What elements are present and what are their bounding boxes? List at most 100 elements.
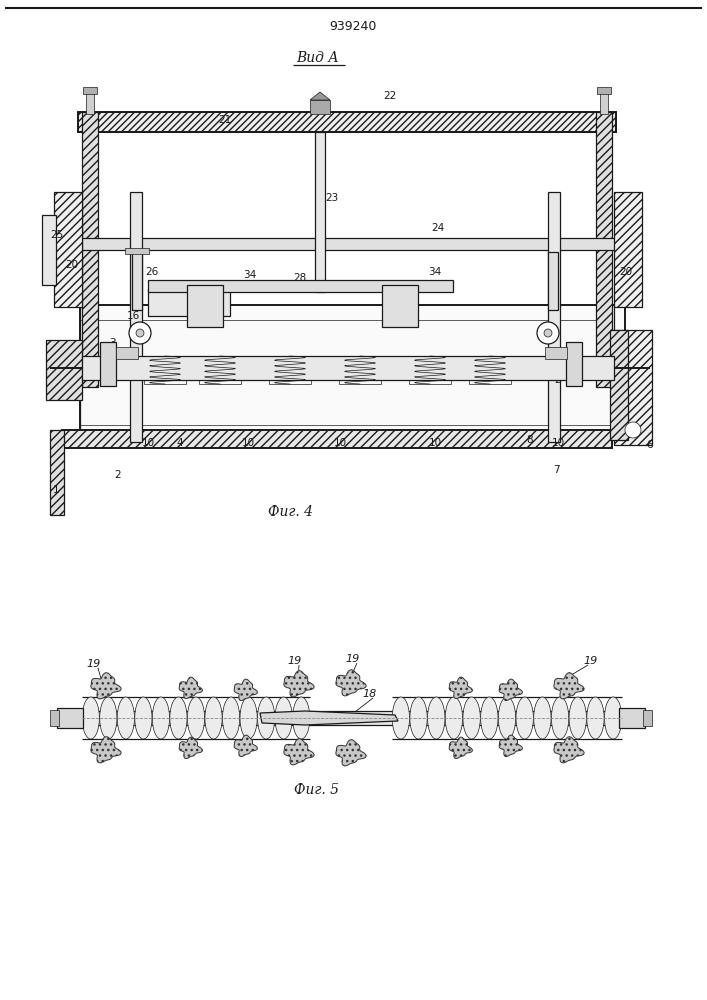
Ellipse shape [516, 697, 533, 739]
Bar [315, 132, 325, 292]
Bar [82, 356, 614, 380]
Bar [100, 342, 116, 386]
Bar [132, 252, 142, 310]
Text: 2: 2 [115, 470, 122, 480]
Ellipse shape [82, 697, 100, 739]
Text: 16: 16 [127, 311, 139, 321]
Bar [148, 288, 230, 316]
Text: Фиг. 5: Фиг. 5 [293, 783, 339, 797]
Ellipse shape [587, 697, 604, 739]
Ellipse shape [534, 697, 551, 739]
Bar [614, 192, 642, 307]
Bar [610, 330, 628, 440]
Ellipse shape [410, 697, 427, 739]
Text: 22: 22 [383, 91, 397, 101]
Text: 26: 26 [146, 267, 158, 277]
Polygon shape [449, 677, 472, 699]
Text: 10: 10 [428, 438, 442, 448]
Polygon shape [310, 92, 330, 100]
Ellipse shape [135, 697, 152, 739]
Bar [50, 710, 59, 726]
Text: 34: 34 [243, 270, 257, 280]
Text: 20: 20 [66, 260, 78, 270]
Bar [130, 192, 142, 442]
Circle shape [129, 322, 151, 344]
Text: 8: 8 [527, 435, 533, 445]
Bar [597, 87, 611, 94]
Ellipse shape [481, 697, 498, 739]
Polygon shape [449, 737, 472, 759]
Text: Вид А: Вид А [297, 51, 339, 65]
Text: 23: 23 [325, 193, 339, 203]
Bar [643, 710, 652, 726]
Polygon shape [234, 679, 257, 701]
Text: 19: 19 [346, 654, 360, 664]
Polygon shape [179, 737, 202, 759]
Ellipse shape [498, 697, 515, 739]
Bar [82, 711, 622, 725]
Polygon shape [499, 679, 522, 701]
Circle shape [537, 322, 559, 344]
Text: 18: 18 [363, 689, 377, 699]
Polygon shape [554, 737, 584, 763]
Bar [187, 285, 223, 327]
Ellipse shape [293, 697, 310, 739]
Ellipse shape [275, 697, 292, 739]
Ellipse shape [392, 697, 409, 739]
Polygon shape [91, 737, 121, 763]
Text: 10: 10 [241, 438, 255, 448]
Text: 20: 20 [619, 267, 633, 277]
Bar [382, 285, 418, 327]
Ellipse shape [100, 697, 117, 739]
Bar [83, 87, 97, 94]
Polygon shape [554, 673, 584, 699]
Ellipse shape [428, 697, 445, 739]
Polygon shape [336, 670, 366, 696]
Bar [548, 252, 558, 310]
Text: 21: 21 [218, 115, 232, 125]
Bar [596, 112, 612, 387]
Text: 2: 2 [555, 375, 561, 385]
Bar [62, 430, 612, 448]
Text: 4: 4 [177, 438, 183, 448]
Bar [80, 305, 625, 440]
Bar [614, 330, 652, 445]
Text: 10: 10 [551, 438, 565, 448]
Text: 10: 10 [334, 438, 346, 448]
Bar [54, 192, 82, 307]
Ellipse shape [604, 697, 622, 739]
Ellipse shape [117, 697, 134, 739]
Bar [310, 100, 330, 114]
Ellipse shape [569, 697, 586, 739]
Ellipse shape [240, 697, 257, 739]
Polygon shape [234, 735, 257, 757]
Text: 939240: 939240 [329, 19, 377, 32]
Bar [545, 347, 567, 359]
Bar [57, 708, 83, 728]
Bar [46, 340, 82, 400]
Bar [600, 92, 608, 114]
Ellipse shape [170, 697, 187, 739]
Bar [86, 92, 94, 114]
Bar [548, 192, 560, 442]
Bar [82, 112, 98, 387]
Bar [82, 238, 616, 250]
Ellipse shape [463, 697, 480, 739]
Text: 10: 10 [141, 438, 155, 448]
Ellipse shape [257, 697, 275, 739]
Text: 25: 25 [50, 230, 64, 240]
Bar [596, 112, 612, 387]
Text: 1: 1 [53, 485, 59, 495]
Text: 19: 19 [288, 656, 302, 666]
Text: 28: 28 [293, 273, 307, 283]
Polygon shape [260, 711, 398, 725]
Polygon shape [284, 739, 314, 765]
Bar [42, 215, 56, 285]
Text: 34: 34 [428, 267, 442, 277]
Bar [82, 112, 98, 387]
Bar [125, 248, 149, 254]
Circle shape [625, 422, 641, 438]
Bar [78, 112, 616, 132]
Ellipse shape [551, 697, 568, 739]
Bar [566, 342, 582, 386]
